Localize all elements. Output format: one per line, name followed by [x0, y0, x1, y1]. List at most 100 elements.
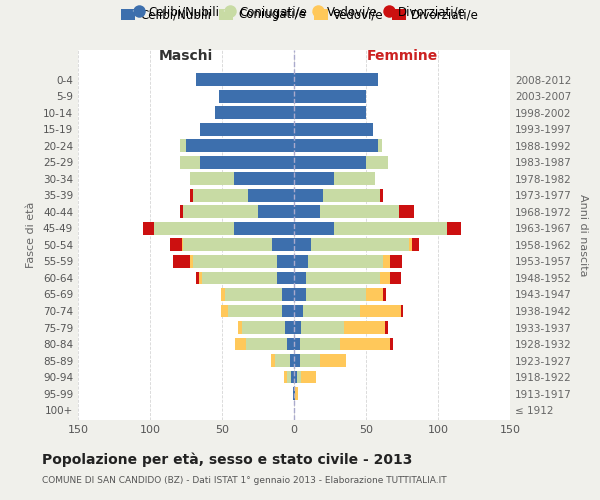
- Bar: [300, 338, 340, 350]
- Bar: [233, 172, 294, 186]
- Bar: [173, 255, 190, 268]
- Bar: [271, 354, 275, 367]
- Bar: [334, 222, 446, 235]
- Bar: [294, 140, 377, 152]
- Bar: [385, 321, 388, 334]
- Bar: [182, 238, 183, 252]
- Bar: [186, 140, 294, 152]
- Y-axis label: Anni di nascita: Anni di nascita: [578, 194, 588, 276]
- Bar: [170, 238, 182, 252]
- Bar: [199, 272, 202, 284]
- Bar: [193, 189, 248, 202]
- Bar: [221, 304, 228, 318]
- Bar: [294, 288, 305, 301]
- Bar: [383, 288, 386, 301]
- Bar: [200, 123, 294, 136]
- Y-axis label: Fasce di età: Fasce di età: [26, 202, 36, 268]
- Bar: [294, 304, 302, 318]
- Bar: [383, 255, 391, 268]
- Bar: [305, 272, 380, 284]
- Text: Popolazione per età, sesso e stato civile - 2013: Popolazione per età, sesso e stato civil…: [42, 452, 412, 467]
- Bar: [284, 370, 287, 384]
- Bar: [180, 140, 186, 152]
- Bar: [196, 74, 294, 86]
- Bar: [294, 90, 366, 102]
- Bar: [294, 238, 311, 252]
- Bar: [193, 255, 277, 268]
- Bar: [305, 288, 366, 301]
- Bar: [190, 189, 193, 202]
- Bar: [180, 156, 200, 169]
- Bar: [196, 272, 199, 284]
- Bar: [294, 255, 308, 268]
- Bar: [308, 255, 383, 268]
- Bar: [300, 354, 320, 367]
- Bar: [320, 206, 399, 218]
- Bar: [190, 255, 193, 268]
- Bar: [286, 321, 294, 334]
- Bar: [248, 189, 294, 202]
- Bar: [294, 272, 305, 284]
- Bar: [323, 189, 380, 202]
- Bar: [294, 321, 301, 334]
- Bar: [183, 238, 272, 252]
- Bar: [275, 354, 290, 367]
- Bar: [247, 338, 287, 350]
- Bar: [401, 304, 403, 318]
- Bar: [380, 189, 383, 202]
- Bar: [412, 238, 419, 252]
- Bar: [235, 338, 247, 350]
- Bar: [311, 238, 409, 252]
- Bar: [320, 354, 346, 367]
- Bar: [202, 272, 277, 284]
- Bar: [183, 206, 258, 218]
- Bar: [277, 272, 294, 284]
- Bar: [143, 222, 154, 235]
- Bar: [238, 321, 242, 334]
- Bar: [221, 288, 225, 301]
- Bar: [294, 354, 300, 367]
- Bar: [294, 74, 377, 86]
- Bar: [154, 222, 233, 235]
- Bar: [366, 156, 388, 169]
- Bar: [294, 189, 323, 202]
- Bar: [294, 106, 366, 119]
- Bar: [294, 123, 373, 136]
- Bar: [391, 255, 402, 268]
- Bar: [391, 338, 394, 350]
- Bar: [283, 288, 294, 301]
- Bar: [377, 140, 382, 152]
- Bar: [302, 304, 360, 318]
- Bar: [294, 222, 334, 235]
- Bar: [360, 304, 401, 318]
- Bar: [283, 304, 294, 318]
- Bar: [287, 338, 294, 350]
- Bar: [180, 206, 183, 218]
- Bar: [301, 370, 316, 384]
- Bar: [294, 370, 297, 384]
- Bar: [295, 387, 298, 400]
- Bar: [294, 206, 320, 218]
- Bar: [297, 370, 301, 384]
- Bar: [291, 370, 294, 384]
- Bar: [219, 90, 294, 102]
- Bar: [277, 255, 294, 268]
- Text: COMUNE DI SAN CANDIDO (BZ) - Dati ISTAT 1° gennaio 2013 - Elaborazione TUTTITALI: COMUNE DI SAN CANDIDO (BZ) - Dati ISTAT …: [42, 476, 446, 485]
- Bar: [294, 387, 295, 400]
- Bar: [242, 321, 286, 334]
- Bar: [294, 338, 300, 350]
- Bar: [340, 338, 391, 350]
- Bar: [399, 206, 413, 218]
- Bar: [294, 172, 334, 186]
- Bar: [293, 387, 294, 400]
- Bar: [366, 288, 383, 301]
- Bar: [287, 370, 291, 384]
- Bar: [446, 222, 461, 235]
- Bar: [334, 172, 374, 186]
- Bar: [225, 288, 283, 301]
- Bar: [301, 321, 344, 334]
- Bar: [391, 272, 401, 284]
- Bar: [228, 304, 283, 318]
- Bar: [409, 238, 412, 252]
- Bar: [190, 172, 233, 186]
